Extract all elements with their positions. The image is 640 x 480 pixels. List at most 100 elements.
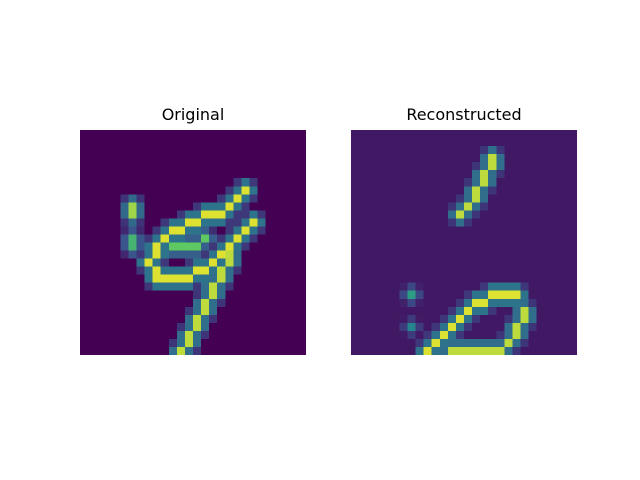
pixel-cell (217, 162, 226, 171)
pixel-cell (168, 226, 178, 235)
pixel-cell (415, 210, 424, 219)
pixel-cell (560, 330, 570, 340)
pixel-cell (217, 226, 226, 235)
pixel-cell (144, 162, 153, 171)
pixel-cell (112, 234, 121, 243)
pixel-cell (96, 218, 105, 227)
pixel-cell (249, 170, 258, 179)
pixel-cell (249, 306, 258, 315)
pixel-cell (552, 194, 562, 203)
pixel-cell (472, 282, 481, 291)
pixel-cell (520, 290, 529, 299)
pixel-cell (431, 338, 440, 348)
pixel-cell (472, 290, 481, 299)
pixel-cell (96, 274, 105, 283)
pixel-cell (273, 314, 282, 324)
pixel-cell (120, 210, 129, 219)
pixel-cell (96, 306, 105, 315)
pixel-cell (80, 170, 89, 179)
pixel-cell (472, 154, 481, 163)
pixel-cell (359, 130, 368, 139)
pixel-cell (367, 130, 376, 139)
pixel-cell (431, 130, 440, 139)
pixel-cell (273, 242, 282, 251)
pixel-cell (568, 322, 577, 332)
pixel-cell (383, 250, 392, 259)
pixel-cell (528, 210, 537, 219)
pixel-cell (265, 186, 274, 195)
pixel-cell (568, 194, 577, 203)
pixel-cell (528, 330, 537, 340)
pixel-cell (504, 282, 513, 291)
pixel-cell (560, 234, 570, 243)
pixel-cell (193, 130, 202, 139)
pixel-cell (455, 282, 465, 291)
pixel-cell (265, 194, 274, 203)
pixel-cell (233, 250, 242, 259)
pixel-cell (104, 298, 113, 307)
pixel-cell (136, 218, 145, 227)
pixel-cell (80, 306, 89, 315)
pixel-cell (112, 282, 121, 291)
pixel-cell (439, 178, 449, 187)
pixel-cell (136, 306, 145, 315)
pixel-cell (160, 226, 169, 235)
pixel-cell (136, 330, 145, 340)
pixel-cell (512, 266, 521, 275)
pixel-cell (104, 226, 113, 235)
pixel-cell (464, 346, 473, 355)
pixel-cell (201, 146, 210, 155)
pixel-cell (112, 170, 121, 179)
pixel-cell (80, 258, 89, 267)
pixel-cell (281, 234, 291, 243)
pixel-cell (351, 226, 360, 235)
pixel-cell (168, 290, 178, 299)
pixel-cell (480, 330, 489, 340)
pixel-cell (536, 202, 545, 211)
pixel-cell (136, 266, 145, 275)
pixel-cell (289, 178, 299, 187)
pixel-cell (528, 314, 537, 324)
pixel-cell (399, 210, 408, 219)
pixel-cell (544, 338, 553, 348)
pixel-cell (144, 258, 153, 267)
pixel-cell (184, 218, 194, 227)
pixel-cell (209, 346, 218, 355)
pixel-cell (464, 170, 473, 179)
pixel-cell (447, 146, 457, 155)
pixel-cell (88, 290, 97, 299)
pixel-cell (391, 306, 400, 315)
pixel-cell (520, 162, 529, 171)
pixel-cell (176, 202, 186, 211)
pixel-cell (128, 282, 137, 291)
pixel-cell (88, 242, 97, 251)
pixel-cell (399, 218, 408, 227)
pixel-cell (552, 154, 562, 163)
pixel-cell (544, 162, 553, 171)
pixel-cell (560, 290, 570, 299)
pixel-cell (297, 314, 306, 324)
pixel-cell (536, 154, 545, 163)
pixel-cell (128, 226, 137, 235)
pixel-cell (168, 330, 178, 340)
pixel-cell (359, 314, 368, 324)
pixel-cell (464, 274, 473, 283)
pixel-cell (383, 266, 392, 275)
pixel-cell (504, 218, 513, 227)
pixel-cell (217, 202, 226, 211)
pixel-cell (415, 218, 424, 227)
pixel-cell (281, 138, 291, 147)
pixel-cell (464, 338, 473, 348)
pixel-cell (120, 138, 129, 147)
pixel-cell (281, 186, 291, 195)
pixel-cell (455, 226, 465, 235)
pixel-cell (447, 178, 457, 187)
pixel-cell (544, 186, 553, 195)
pixel-cell (560, 186, 570, 195)
pixel-cell (241, 250, 250, 259)
pixel-cell (399, 202, 408, 211)
pixel-cell (480, 194, 489, 203)
pixel-cell (391, 162, 400, 171)
pixel-cell (359, 266, 368, 275)
pixel-cell (504, 202, 513, 211)
